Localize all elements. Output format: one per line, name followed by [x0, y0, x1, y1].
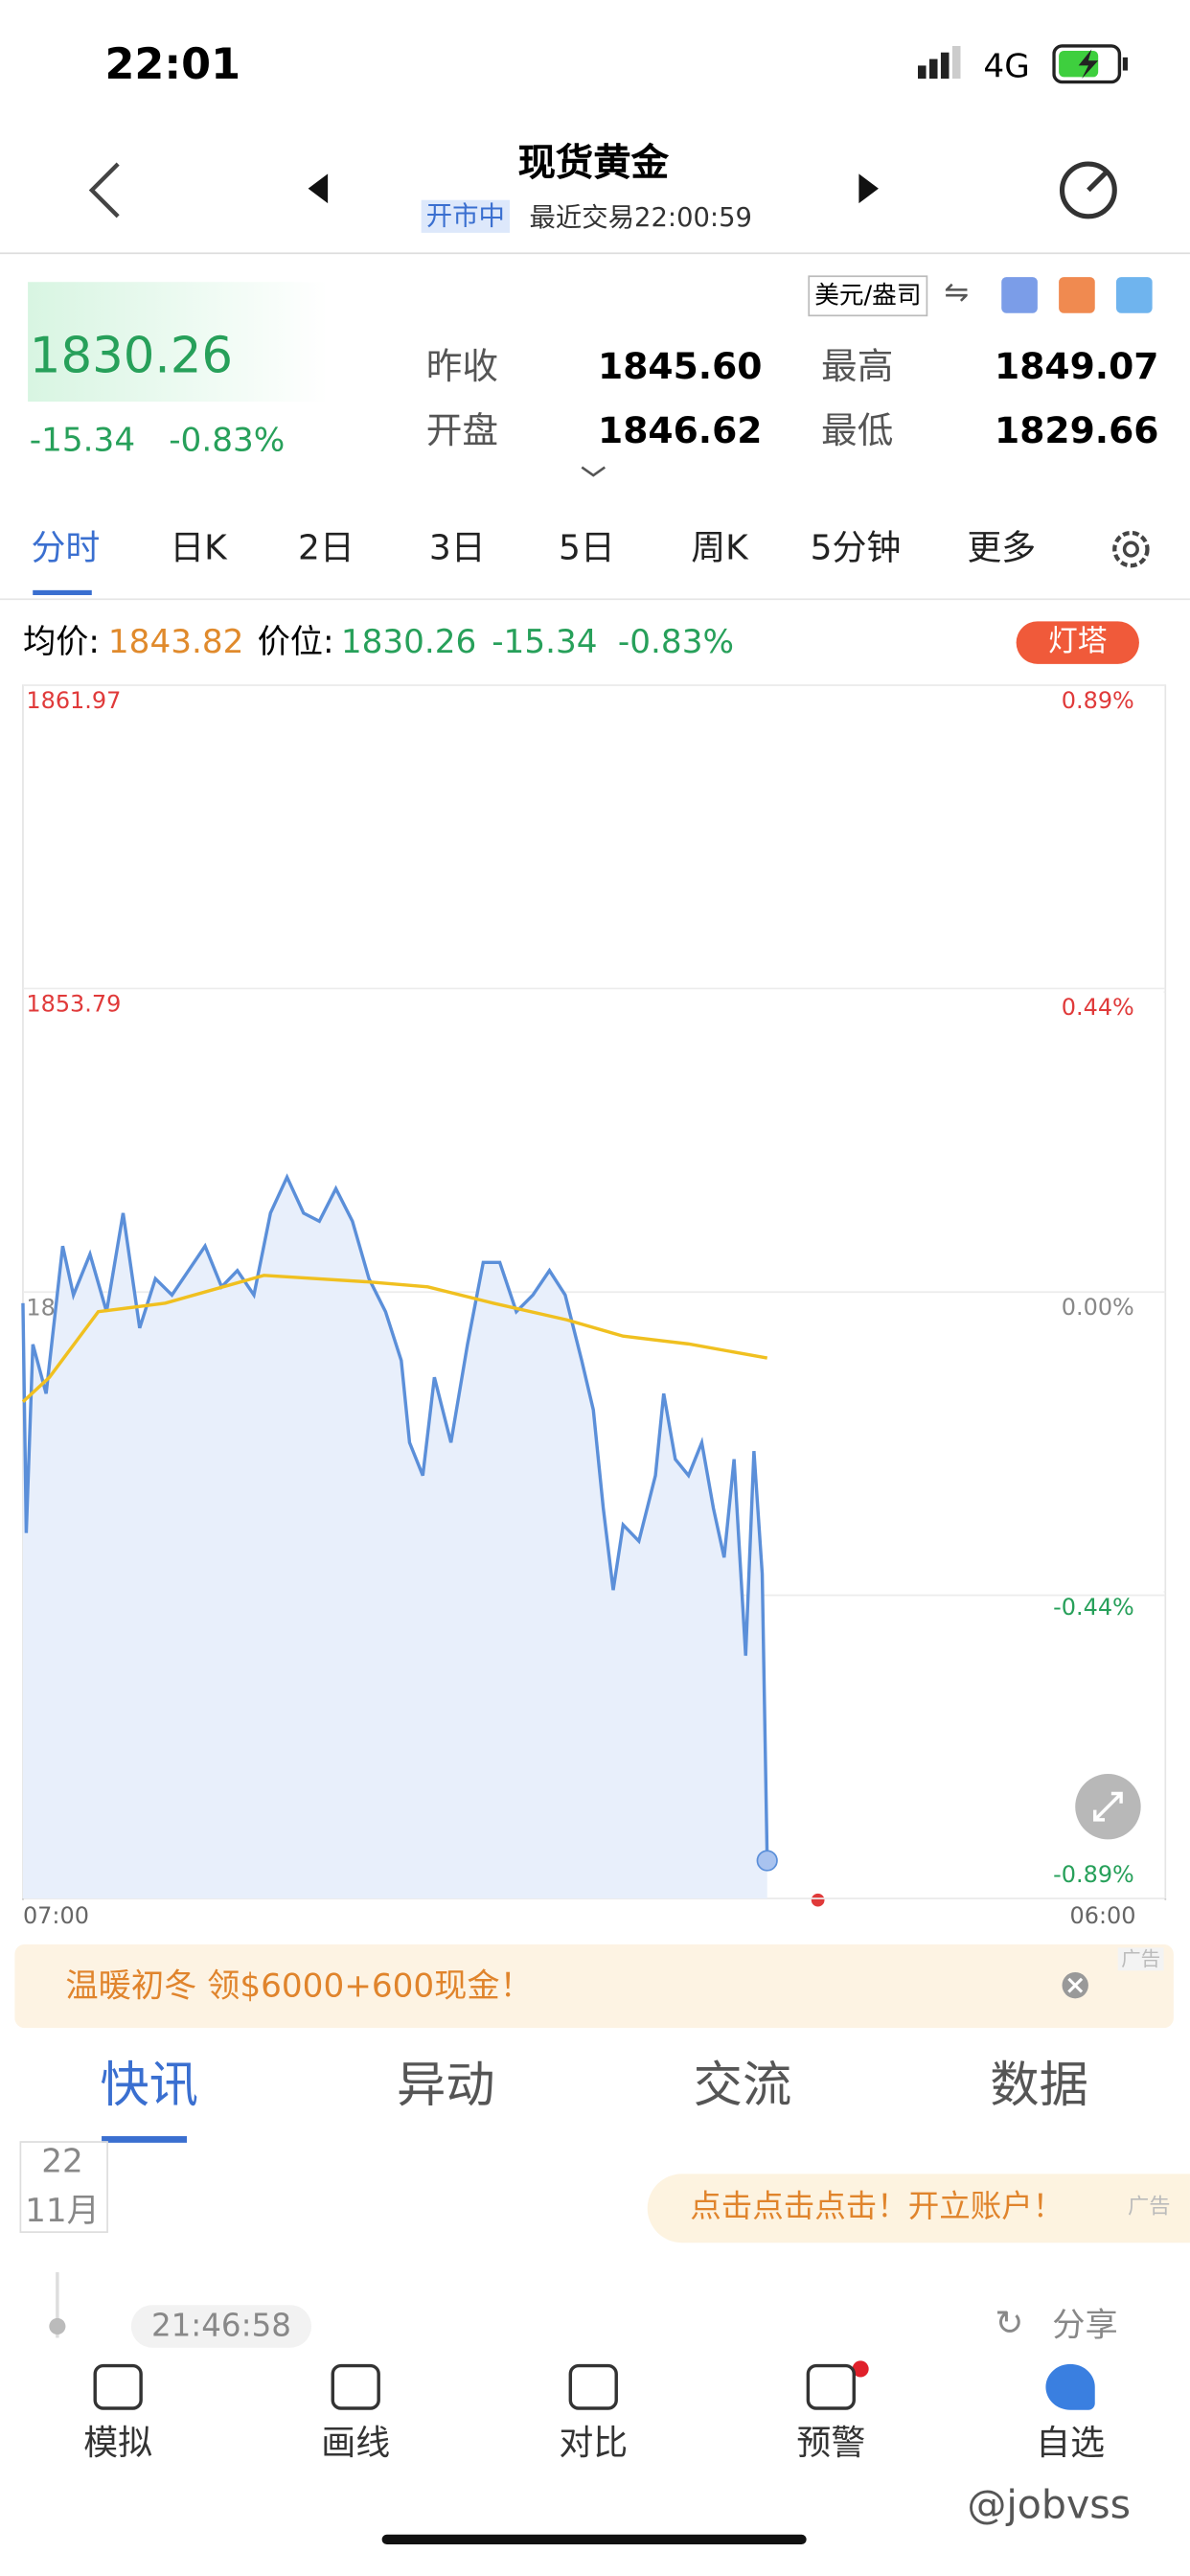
- series-line: [21, 1274, 768, 1403]
- timeline: [56, 2272, 59, 2338]
- news-tab[interactable]: 数据: [990, 2057, 1088, 2115]
- tab[interactable]: 更多: [967, 527, 1037, 567]
- news-tab[interactable]: 快讯: [100, 2057, 198, 2115]
- stat-label: 最高: [821, 347, 894, 389]
- ad-pill[interactable]: [647, 2174, 1190, 2243]
- unit[interactable]: 美元/盎司: [808, 275, 928, 317]
- prev-button[interactable]: [305, 171, 331, 207]
- nav-label[interactable]: 模拟: [83, 2423, 153, 2463]
- price-box: [28, 282, 329, 402]
- news-tab-underline: [102, 2136, 188, 2143]
- y-tick-label: 1853.79: [26, 991, 121, 1018]
- fullscreen-icon: [1093, 1791, 1123, 1822]
- stat-label: 开盘: [425, 411, 499, 453]
- ad-tag: 广告: [1117, 1947, 1164, 1971]
- tab[interactable]: 分时: [31, 527, 101, 567]
- close-button[interactable]: [1061, 1970, 1090, 2000]
- network: 4G: [983, 45, 1030, 85]
- divider: [0, 598, 1190, 601]
- last-trade: 最近交易22:00:59: [529, 201, 752, 233]
- tab[interactable]: 2日: [298, 527, 355, 567]
- timeline-dot: [49, 2317, 66, 2335]
- series-line: [21, 1173, 769, 1861]
- chart: 1861.971853.791845.601837.421829.240.89%…: [21, 684, 1167, 1929]
- stat-value: 1845.60: [598, 347, 763, 389]
- change-pct: -0.83%: [169, 419, 286, 459]
- tab[interactable]: 5分钟: [810, 527, 902, 567]
- percent-icon[interactable]: [1001, 277, 1038, 313]
- avg-label: 均价:: [22, 621, 100, 661]
- y2-tick-label: -0.44%: [1053, 1594, 1134, 1621]
- stat-value: 1846.62: [598, 411, 763, 453]
- stat-label: 最低: [821, 411, 894, 453]
- date-day: 22: [41, 2141, 83, 2181]
- notify-dot: [852, 2360, 869, 2378]
- price-area: [22, 1177, 767, 1898]
- stat-label: 昨收: [425, 347, 499, 389]
- price-value: 1830.26: [340, 621, 477, 661]
- nav-label[interactable]: 画线: [321, 2423, 391, 2463]
- change-pct-value: -0.83%: [617, 621, 734, 661]
- watermark: @jobvss: [967, 2481, 1132, 2528]
- y2-tick-label: -0.89%: [1053, 1861, 1134, 1888]
- change-value: -15.34: [492, 621, 598, 661]
- battery-icon: [1052, 44, 1128, 84]
- share-icon[interactable]: ↻: [995, 2303, 1024, 2343]
- tower-icon[interactable]: [1059, 277, 1095, 313]
- ad-tag: 广告: [1127, 2195, 1171, 2220]
- banner-text: 温暖初冬 领$6000+600现金！: [65, 1966, 533, 2006]
- badge[interactable]: 灯塔: [1016, 621, 1139, 664]
- date-month: 11月: [25, 2190, 100, 2230]
- refresh-button[interactable]: [1056, 157, 1121, 222]
- news-tab[interactable]: 异动: [396, 2057, 495, 2115]
- nav-icon[interactable]: [331, 2363, 380, 2410]
- y-tick-label: 1861.97: [26, 687, 121, 714]
- stat-value: 1849.07: [995, 347, 1159, 389]
- next-button[interactable]: [856, 171, 881, 207]
- news-tab[interactable]: 交流: [693, 2057, 792, 2115]
- stat-value: 1829.66: [995, 411, 1159, 453]
- tab[interactable]: 周K: [691, 527, 748, 567]
- home-indicator: [381, 2534, 807, 2545]
- x-tick-label: 07:00: [23, 1902, 89, 1929]
- change: -15.34: [29, 419, 136, 459]
- marker-dot: [811, 1893, 825, 1907]
- nav-label[interactable]: 对比: [559, 2423, 629, 2463]
- avg-value: 1843.82: [107, 621, 244, 661]
- y2-tick-label: 0.00%: [1062, 1294, 1134, 1321]
- tab[interactable]: 日K: [170, 527, 227, 567]
- pie-icon[interactable]: [1115, 277, 1153, 313]
- nav-label[interactable]: 预警: [796, 2423, 866, 2463]
- signal-icon: [917, 45, 961, 80]
- ad-text: 点击点击点击！开立账户！: [690, 2188, 1064, 2225]
- market-status: 开市中: [421, 199, 511, 233]
- current-point: [756, 1850, 778, 1872]
- nav-icon[interactable]: [806, 2363, 856, 2410]
- price: 1830.26: [29, 328, 234, 386]
- news-time: 21:46:58: [130, 2305, 312, 2348]
- price-label: 价位:: [257, 621, 334, 661]
- tab-underline: [33, 589, 92, 595]
- tab[interactable]: 3日: [428, 527, 486, 567]
- tab[interactable]: 5日: [559, 527, 615, 567]
- banner[interactable]: [14, 1944, 1174, 2029]
- swap-icon[interactable]: ⇋: [944, 275, 970, 310]
- share[interactable]: 分享: [1052, 2305, 1118, 2345]
- y2-tick-label: 0.89%: [1062, 687, 1134, 714]
- y2-tick-label: 0.44%: [1062, 994, 1134, 1021]
- x-tick-label: 06:00: [1070, 1902, 1136, 1929]
- nav-icon[interactable]: [93, 2363, 143, 2410]
- title: 现货黄金: [517, 142, 669, 186]
- status-time: 22:01: [104, 40, 241, 91]
- nav-icon[interactable]: [1045, 2363, 1095, 2410]
- divider: [0, 252, 1190, 255]
- settings-button[interactable]: [1108, 526, 1154, 572]
- nav-icon[interactable]: [568, 2363, 618, 2410]
- back-button[interactable]: [82, 157, 131, 222]
- date-box: [19, 2141, 108, 2233]
- nav-label[interactable]: 自选: [1036, 2423, 1106, 2463]
- expand-chevron[interactable]: [579, 464, 608, 480]
